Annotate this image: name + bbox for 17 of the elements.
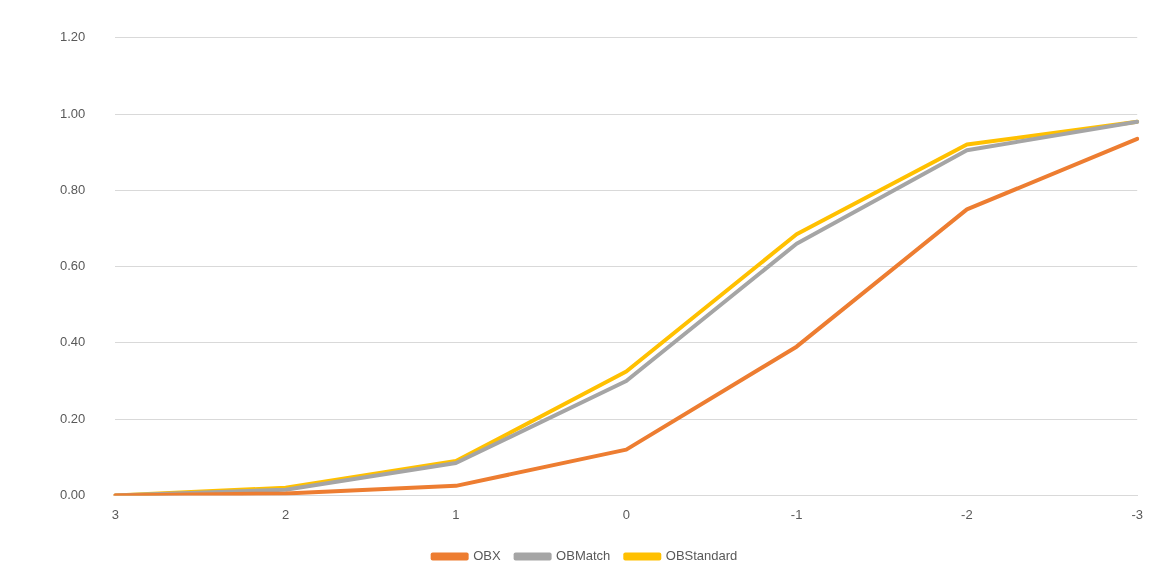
x-tick-label: -1 [790,506,803,522]
legend-label: OBMatch [556,548,611,564]
y-tick-label: 0.40 [59,334,86,350]
x-tick-label: -2 [961,506,973,522]
x-tick-label: 0 [622,506,630,522]
legend-label: OBX [473,548,501,564]
x-tick-label: 1 [452,506,460,522]
y-tick-label: 0.00 [59,486,86,502]
y-tick-label: 1.00 [59,105,86,121]
x-tick-label: 2 [282,506,290,522]
y-tick-label: 0.80 [59,181,86,197]
x-tick-label: -3 [1131,506,1143,522]
legend-label: OBStandard [665,548,738,564]
y-tick-label: 0.20 [59,410,86,426]
y-tick-label: 1.20 [59,29,86,45]
y-tick-label: 0.60 [59,258,86,274]
x-tick-label: 3 [111,506,119,522]
